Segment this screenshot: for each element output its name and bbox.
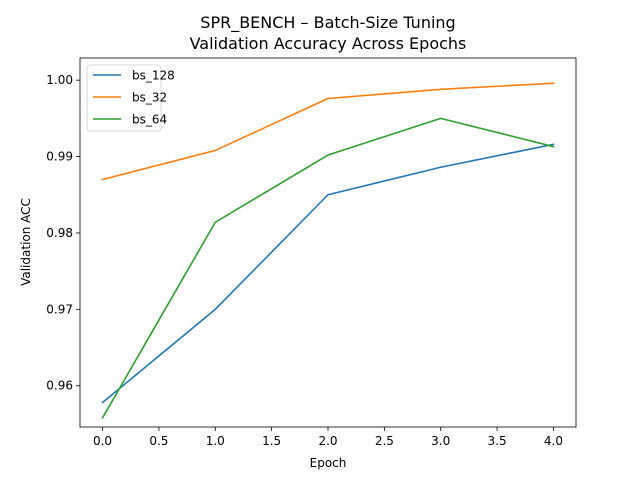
legend-label-bs_64: bs_64	[132, 113, 167, 127]
y-tick-label: 0.96	[46, 379, 73, 393]
legend-label-bs_128: bs_128	[132, 69, 175, 83]
x-tick-label: 3.5	[488, 434, 507, 448]
series-line-bs_128	[101, 143, 555, 404]
x-axis-ticks: 0.0 0.5 1.0 1.5 2.0 2.5 3.0 3.5 4.0	[93, 427, 563, 448]
x-tick-label: 0.5	[149, 434, 168, 448]
x-tick-label: 2.5	[375, 434, 394, 448]
plot-lines	[101, 82, 555, 419]
y-axis-ticks: 0.96 0.97 0.98 0.99 1.00	[46, 73, 80, 393]
y-axis-label: Validation ACC	[19, 198, 33, 286]
legend-frame	[86, 64, 162, 132]
x-tick-label: 2.0	[318, 434, 337, 448]
x-tick-label: 1.5	[262, 434, 281, 448]
chart-title: SPR_BENCH – Batch-Size Tuning	[200, 13, 455, 33]
x-tick-label: 1.0	[206, 434, 225, 448]
series-line-bs_32	[101, 82, 555, 181]
x-tick-label: 0.0	[93, 434, 112, 448]
y-tick-label: 1.00	[46, 73, 73, 87]
x-tick-label: 4.0	[544, 434, 563, 448]
series-line-bs_64	[101, 117, 555, 419]
y-tick-label: 0.97	[46, 302, 73, 316]
legend-label-bs_32: bs_32	[132, 91, 167, 105]
y-tick-label: 0.99	[46, 150, 73, 164]
x-tick-label: 3.0	[431, 434, 450, 448]
y-tick-label: 0.98	[46, 226, 73, 240]
legend: bs_128 bs_32 bs_64	[86, 64, 175, 132]
chart-subtitle: Validation Accuracy Across Epochs	[190, 34, 467, 53]
x-axis-label: Epoch	[310, 456, 347, 470]
